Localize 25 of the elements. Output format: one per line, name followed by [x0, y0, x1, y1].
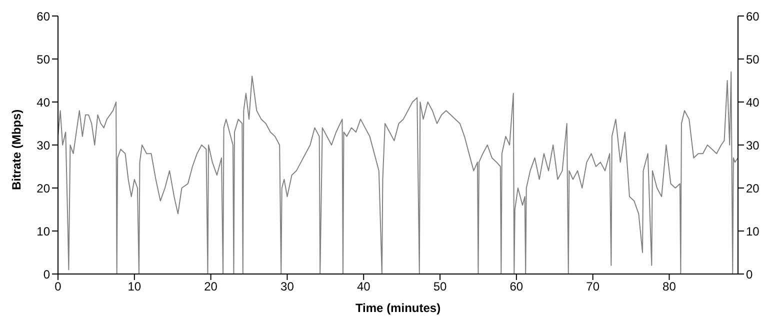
y-tick-label: 50: [36, 52, 50, 66]
x-tick-label: 70: [586, 280, 600, 294]
y-tick-label: 40: [36, 95, 50, 110]
x-tick-label: 50: [433, 280, 448, 294]
y-tick-label: 60: [36, 9, 50, 24]
y-tick-label: 20: [36, 181, 50, 196]
x-axis-title: Time (minutes): [355, 301, 441, 315]
x-tick-label: 80: [662, 280, 676, 294]
y-tick-label: 10: [36, 224, 50, 238]
x-tick-label: 30: [280, 280, 294, 294]
y-tick-label: 30: [36, 138, 50, 152]
x-tick-label: 20: [204, 280, 218, 294]
x-tick-label: 40: [356, 280, 371, 294]
y2-tick-label: 30: [746, 138, 760, 152]
x-tick-label: 10: [128, 280, 142, 294]
y2-tick-label: 40: [746, 95, 760, 110]
y2-tick-label: 0: [746, 267, 753, 282]
y2-tick-label: 60: [746, 9, 760, 24]
x-tick-label: 60: [510, 280, 524, 294]
y2-tick-label: 20: [746, 181, 760, 196]
y-axis-title: Bitrate (Mbps): [9, 109, 24, 190]
y2-tick-label: 50: [746, 52, 760, 66]
y2-tick-label: 10: [746, 224, 760, 238]
y-tick-label: 0: [43, 267, 50, 282]
x-tick-label: 0: [54, 280, 62, 294]
